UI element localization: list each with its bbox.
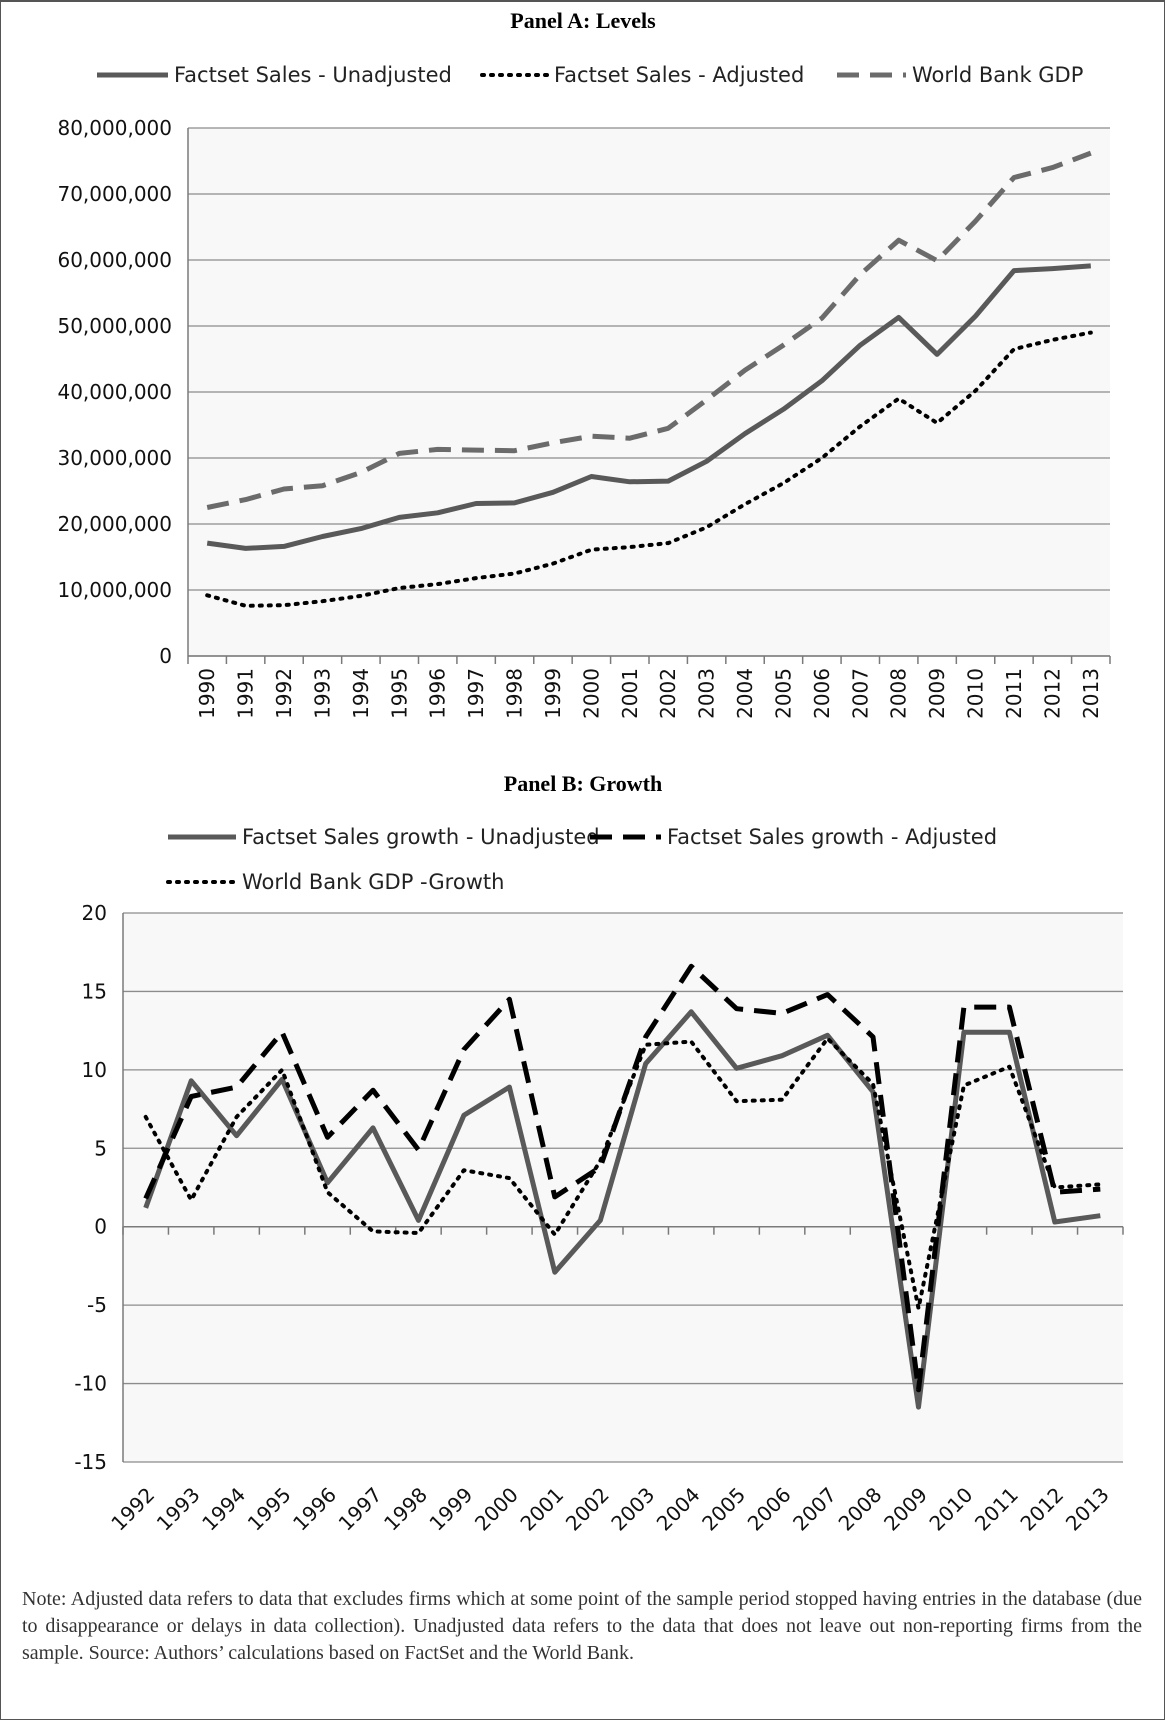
a-x-tick-label: 1996 [426,668,450,719]
b-y-tick-label: 15 [82,979,107,1003]
b-x-tick-label: 2009 [879,1483,932,1536]
b-x-tick-label: 1997 [334,1483,387,1536]
b-x-tick-label: 2005 [697,1483,750,1536]
b-legend-label-3: World Bank GDP -Growth [242,870,504,894]
b-x-tick-label: 1992 [106,1483,159,1536]
a-x-tick-label: 1997 [464,668,488,719]
a-y-tick-label: 80,000,000 [57,116,172,140]
a-series-line-1 [206,263,1091,551]
a-x-tick-label: 1993 [310,668,334,719]
b-series-line-3 [143,1036,1103,1311]
b-x-tick-label: 1998 [379,1483,432,1536]
a-y-tick-label: 20,000,000 [57,512,172,536]
a-y-tick-label: 70,000,000 [57,182,172,206]
b-y-tick-label: 5 [94,1136,107,1160]
a-x-tick-label: 1991 [234,668,258,719]
figure-note: Note: Adjusted data refers to data that … [22,1588,1142,1664]
a-x-tick-label: 2010 [964,668,988,719]
panel-b-axes [122,913,1124,1462]
b-x-tick-label: 2000 [470,1483,523,1536]
panel-a-levels-chart: Panel A: Levels 0 10,000,000 20,000,000 30,… [57,8,1111,719]
panel-b-x-tick-labels: 1992199319941995199619971998199920002001… [106,1483,1114,1536]
panel-a-x-tick-labels: 1990 1991 1992 1993 1994 1995 1996 1997 1998 1999… [195,668,1103,719]
b-y-tick-label: -10 [74,1372,107,1396]
b-legend-label-2: Factset Sales growth - Adjusted [667,825,997,849]
b-y-tick-label: 20 [82,901,107,925]
b-x-tick-label: 2008 [834,1483,887,1536]
a-legend-label-1: Factset Sales - Unadjusted [174,63,452,87]
b-x-tick-label: 2007 [788,1483,841,1536]
panel-b-series [143,963,1103,1410]
panel-a-legend: Factset Sales - Unadjusted Factset Sales … [97,63,1083,87]
a-y-tick-label: 50,000,000 [57,314,172,338]
b-x-tick-label: 2010 [924,1483,977,1536]
a-x-tick-label: 2013 [1079,668,1103,719]
a-y-tick-label: 0 [159,644,172,668]
b-x-tick-label: 1993 [152,1483,205,1536]
a-x-tick-label: 1995 [387,668,411,719]
b-x-tick-label: 1994 [197,1483,250,1536]
panel-b-plot-area [123,913,1123,1462]
panel-a-axes [187,128,1111,664]
b-x-tick-label: 2013 [1061,1483,1114,1536]
a-x-tick-label: 1999 [541,668,565,719]
b-x-tick-label: 1999 [424,1483,477,1536]
a-x-tick-label: 2009 [925,668,949,719]
b-x-tick-label: 2002 [561,1483,614,1536]
a-x-tick-label: 1992 [272,668,296,719]
a-x-tick-label: 2011 [1002,668,1026,719]
a-x-tick-label: 2002 [656,668,680,719]
a-x-tick-label: 2005 [771,668,795,719]
a-y-tick-label: 40,000,000 [57,380,172,404]
a-x-tick-label: 2008 [887,668,911,719]
b-x-tick-label: 2006 [743,1483,796,1536]
b-legend-label-1: Factset Sales growth - Unadjusted [242,825,600,849]
a-x-tick-label: 2007 [848,668,872,719]
a-series-line-2 [205,330,1093,608]
a-x-tick-label: 2003 [695,668,719,719]
a-x-tick-label: 2004 [733,668,757,719]
panel-b-y-tick-labels: -15 -10 -5 0 5 10 15 20 [74,901,107,1474]
a-y-tick-label: 10,000,000 [57,578,172,602]
b-x-tick-label: 2003 [606,1483,659,1536]
a-x-tick-label: 2000 [579,668,603,719]
a-legend-label-3: World Bank GDP [912,63,1083,87]
a-x-tick-label: 2001 [618,668,642,719]
a-y-tick-label: 60,000,000 [57,248,172,272]
b-x-tick-label: 1995 [243,1483,296,1536]
panel-a-series [205,150,1093,608]
a-series-line-3 [206,150,1092,510]
a-x-tick-label: 1994 [349,668,373,719]
panel-b-gridlines [123,912,1123,1463]
a-legend-label-2: Factset Sales - Adjusted [554,63,804,87]
panel-b-legend: Factset Sales growth - Unadjusted Factset… [166,825,997,894]
b-x-tick-label: 2001 [515,1483,568,1536]
panel-b-title: Panel B: Growth [504,771,662,796]
b-x-tick-label: 2004 [652,1483,705,1536]
a-y-tick-label: 30,000,000 [57,446,172,470]
b-x-tick-label: 1996 [288,1483,341,1536]
a-x-tick-label: 2006 [810,668,834,719]
b-y-tick-label: 10 [82,1058,107,1082]
a-x-tick-label: 1990 [195,668,219,719]
b-x-tick-label: 2012 [1015,1483,1068,1536]
b-y-tick-label: -15 [74,1450,107,1474]
figure-charts: Panel A: Levels 0 10,000,000 20,000,000 30,… [57,8,1124,1536]
panel-a-y-tick-labels: 0 10,000,000 20,000,000 30,000,000 40,000,00… [57,116,172,668]
b-y-tick-label: -5 [87,1293,107,1317]
a-x-tick-label: 2012 [1040,668,1064,719]
b-y-tick-label: 0 [94,1215,107,1239]
b-x-tick-label: 2011 [970,1483,1023,1536]
panel-a-title: Panel A: Levels [510,8,656,33]
a-x-tick-label: 1998 [503,668,527,719]
